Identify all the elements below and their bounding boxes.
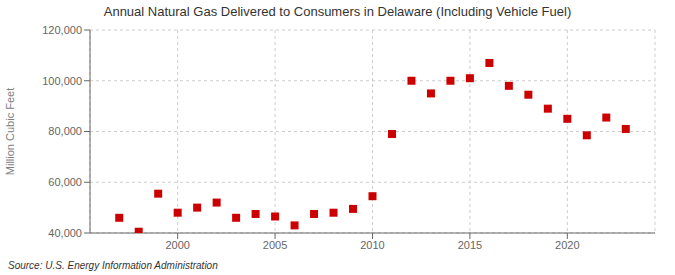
svg-text:60,000: 60,000 bbox=[48, 176, 82, 188]
svg-text:40,000: 40,000 bbox=[48, 227, 82, 239]
svg-text:2005: 2005 bbox=[263, 239, 287, 251]
svg-text:2015: 2015 bbox=[458, 239, 482, 251]
svg-text:80,000: 80,000 bbox=[48, 125, 82, 137]
svg-text:2020: 2020 bbox=[555, 239, 579, 251]
svg-text:2000: 2000 bbox=[165, 239, 189, 251]
svg-text:100,000: 100,000 bbox=[42, 75, 82, 87]
html-text:Source: U.S. Energy Informatio: Source: U.S. Energy Information Administ… bbox=[8, 260, 218, 271]
html-text:Annual Natural Gas Delivered t: Annual Natural Gas Delivered to Consumer… bbox=[103, 4, 572, 19]
svg-text:120,000: 120,000 bbox=[42, 24, 82, 36]
svg-text:Million Cubic Feet: Million Cubic Feet bbox=[4, 88, 16, 175]
svg-text:2010: 2010 bbox=[360, 239, 384, 251]
